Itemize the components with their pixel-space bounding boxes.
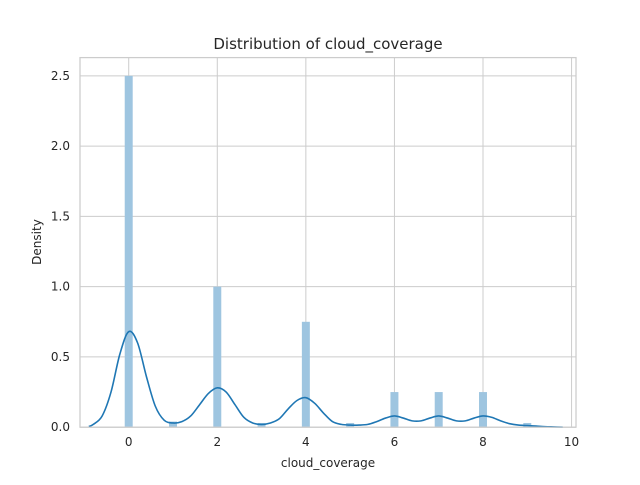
kde-curve-layer bbox=[88, 330, 563, 428]
y-tick-label: 1.0 bbox=[51, 280, 70, 294]
y-tick-label: 0.5 bbox=[51, 350, 70, 364]
x-tick-label: 6 bbox=[391, 435, 399, 449]
histogram-bar bbox=[124, 75, 133, 428]
x-tick-label: 8 bbox=[479, 435, 487, 449]
histogram-bar bbox=[479, 392, 487, 428]
plot-frame bbox=[79, 56, 577, 428]
chart-title: Distribution of cloud_coverage bbox=[213, 35, 442, 54]
x-tick-label: 0 bbox=[125, 435, 133, 449]
y-tick-label: 2.5 bbox=[51, 69, 70, 83]
histogram-bar bbox=[301, 321, 310, 428]
x-tick-label: 4 bbox=[302, 435, 310, 449]
kde-curve bbox=[88, 330, 563, 428]
y-tick-labels: 0.0 0.5 1.0 1.5 2.0 2.5 bbox=[51, 69, 70, 434]
x-tick-label: 10 bbox=[564, 435, 579, 449]
y-tick-label: 1.5 bbox=[51, 209, 70, 223]
x-tick-labels: 0 2 4 6 8 10 bbox=[125, 435, 579, 449]
histogram-bar bbox=[169, 421, 177, 428]
histogram-bar bbox=[434, 392, 443, 428]
histogram-bar bbox=[390, 392, 399, 428]
y-tick-label: 2.0 bbox=[51, 139, 70, 153]
histogram-bars bbox=[124, 75, 532, 428]
grid-lines bbox=[80, 57, 576, 428]
y-axis-label: Density bbox=[30, 219, 44, 265]
x-tick-label: 2 bbox=[213, 435, 221, 449]
x-axis-label: cloud_coverage bbox=[281, 456, 375, 470]
histogram-bar bbox=[213, 286, 222, 428]
y-tick-label: 0.0 bbox=[51, 420, 70, 434]
